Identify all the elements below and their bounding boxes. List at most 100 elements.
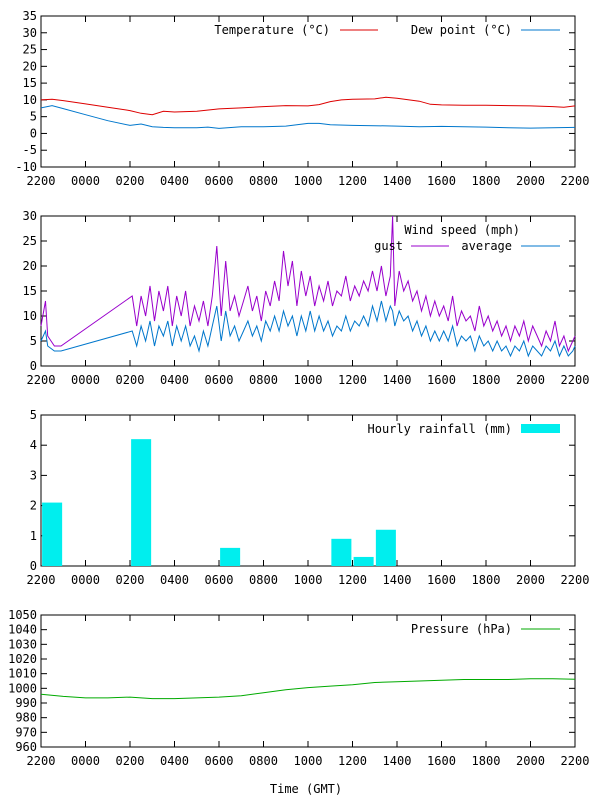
temperature-y-tick-label: 35 — [23, 9, 37, 23]
temperature-y-tick-label: 10 — [23, 93, 37, 107]
temperature-x-tick-label: 0800 — [249, 174, 278, 188]
wind-x-tick-label: 1400 — [383, 373, 412, 387]
rainfall-bar — [220, 547, 241, 566]
wind-y-tick-label: 10 — [23, 309, 37, 323]
rainfall-x-tick-label: 0600 — [205, 573, 234, 587]
pressure-y-tick-label: 1050 — [8, 608, 37, 622]
pressure-chart: 9609709809901000101010201030104010502200… — [8, 608, 589, 768]
temperature-series-temperature-line — [40, 96, 576, 116]
pressure-y-tick-label: 1030 — [8, 637, 37, 651]
pressure-y-tick-label: 960 — [15, 740, 37, 754]
wind-x-tick-label: 0000 — [71, 373, 100, 387]
rainfall-y-tick-label: 3 — [30, 468, 37, 482]
wind-series-average-line — [40, 300, 576, 358]
pressure-x-tick-label: 1800 — [472, 754, 501, 768]
pressure-x-tick-label: 2000 — [516, 754, 545, 768]
pressure-x-tick-label: 2200 — [561, 754, 590, 768]
pressure-y-tick-label: 990 — [15, 696, 37, 710]
temperature-plot-frame — [40, 15, 576, 168]
temperature-x-tick-label: 0600 — [205, 174, 234, 188]
pressure-series-pressure-line — [40, 678, 576, 700]
temperature-x-tick-label: 0000 — [71, 174, 100, 188]
temperature-series-dew-line — [40, 105, 576, 129]
legend-rainfall-label: Hourly rainfall (mm) — [368, 422, 513, 436]
temperature-x-tick-label: 1600 — [427, 174, 456, 188]
rainfall-x-tick-label: 0800 — [249, 573, 278, 587]
rainfall-x-tick-label: 1600 — [427, 573, 456, 587]
temperature-y-tick-label: -5 — [23, 143, 37, 157]
wind-y-tick-label: 15 — [23, 284, 37, 298]
pressure-x-tick-label: 1000 — [294, 754, 323, 768]
rainfall-x-tick-label: 1000 — [294, 573, 323, 587]
wind-y-tick-label: 20 — [23, 259, 37, 273]
pressure-x-tick-label: 1400 — [383, 754, 412, 768]
pressure-y-tick-label: 970 — [15, 725, 37, 739]
temperature-y-tick-label: 5 — [30, 110, 37, 124]
temperature-x-tick-label: 1200 — [338, 174, 367, 188]
temperature-y-tick-label: 0 — [30, 126, 37, 140]
legend-gust-label: gust — [374, 239, 403, 253]
pressure-x-tick-label: 0000 — [71, 754, 100, 768]
temperature-x-tick-label: 1800 — [472, 174, 501, 188]
pressure-x-tick-label: 0400 — [160, 754, 189, 768]
wind-x-tick-label: 2000 — [516, 373, 545, 387]
pressure-x-tick-label: 0600 — [205, 754, 234, 768]
wind-x-tick-label: 1000 — [294, 373, 323, 387]
wind-x-tick-label: 1800 — [472, 373, 501, 387]
rainfall-bar — [42, 502, 63, 566]
rainfall-x-tick-label: 0200 — [116, 573, 145, 587]
wind-x-tick-label: 2200 — [561, 373, 590, 387]
rainfall-y-tick-label: 0 — [30, 559, 37, 573]
pressure-y-tick-label: 1010 — [8, 667, 37, 681]
temperature-y-tick-label: 15 — [23, 76, 37, 90]
x-axis-label: Time (GMT) — [270, 782, 342, 796]
rainfall-bar — [331, 538, 352, 566]
temperature-x-tick-label: 2000 — [516, 174, 545, 188]
temperature-x-tick-label: 2200 — [27, 174, 56, 188]
rainfall-bar — [131, 439, 152, 566]
temperature-x-tick-label: 0200 — [116, 174, 145, 188]
wind-y-tick-label: 30 — [23, 209, 37, 223]
rainfall-bar — [353, 556, 374, 566]
wind-series-gust-line — [40, 215, 576, 353]
wind-y-tick-label: 25 — [23, 234, 37, 248]
pressure-y-tick-label: 1020 — [8, 652, 37, 666]
legend-rainfall-swatch — [521, 424, 560, 433]
rainfall-x-tick-label: 1800 — [472, 573, 501, 587]
wind-x-tick-label: 0600 — [205, 373, 234, 387]
legend-pressure-label: Pressure (hPa) — [411, 622, 512, 636]
rainfall-x-tick-label: 0400 — [160, 573, 189, 587]
rainfall-plot-frame — [40, 414, 576, 567]
legend-temperature-label: Temperature (°C) — [214, 23, 330, 37]
wind-x-tick-label: 0400 — [160, 373, 189, 387]
pressure-x-tick-label: 0800 — [249, 754, 278, 768]
pressure-x-tick-label: 2200 — [27, 754, 56, 768]
rainfall-x-tick-label: 2200 — [27, 573, 56, 587]
wind-x-tick-label: 0200 — [116, 373, 145, 387]
wind-y-tick-label: 5 — [30, 334, 37, 348]
pressure-x-tick-label: 0200 — [116, 754, 145, 768]
wind-y-tick-label: 0 — [30, 359, 37, 373]
legend-dew-point-label: Dew point (°C) — [411, 23, 512, 37]
rainfall-y-tick-label: 4 — [30, 438, 37, 452]
pressure-x-tick-label: 1600 — [427, 754, 456, 768]
wind-x-tick-label: 2200 — [27, 373, 56, 387]
temperature-chart: -10 -5 0 5 10 15 20 25 30 35 2200 0000 0200 0400 0600 0… — [15, 9, 589, 188]
temperature-y-tick-label: 25 — [23, 43, 37, 57]
rainfall-x-tick-label: 0000 — [71, 573, 100, 587]
rainfall-x-tick-label: 2200 — [561, 573, 590, 587]
temperature-x-tick-label: 2200 — [561, 174, 590, 188]
rainfall-x-tick-label: 1200 — [338, 573, 367, 587]
rainfall-chart: 0 1 2 3 4 5 2200 0000 0200 0400 0600 0800 1000 1200 14… — [27, 408, 590, 587]
rainfall-y-tick-label: 2 — [30, 499, 37, 513]
temperature-y-tick-label: 30 — [23, 26, 37, 40]
temperature-x-tick-label: 0400 — [160, 174, 189, 188]
legend-average-label: average — [461, 239, 512, 253]
pressure-x-tick-label: 1200 — [338, 754, 367, 768]
wind-chart-title: Wind speed (mph) — [404, 223, 520, 237]
pressure-y-tick-label: 1000 — [8, 681, 37, 695]
temperature-x-tick-label: 1400 — [383, 174, 412, 188]
rainfall-bar — [375, 529, 396, 566]
wind-x-tick-label: 0800 — [249, 373, 278, 387]
